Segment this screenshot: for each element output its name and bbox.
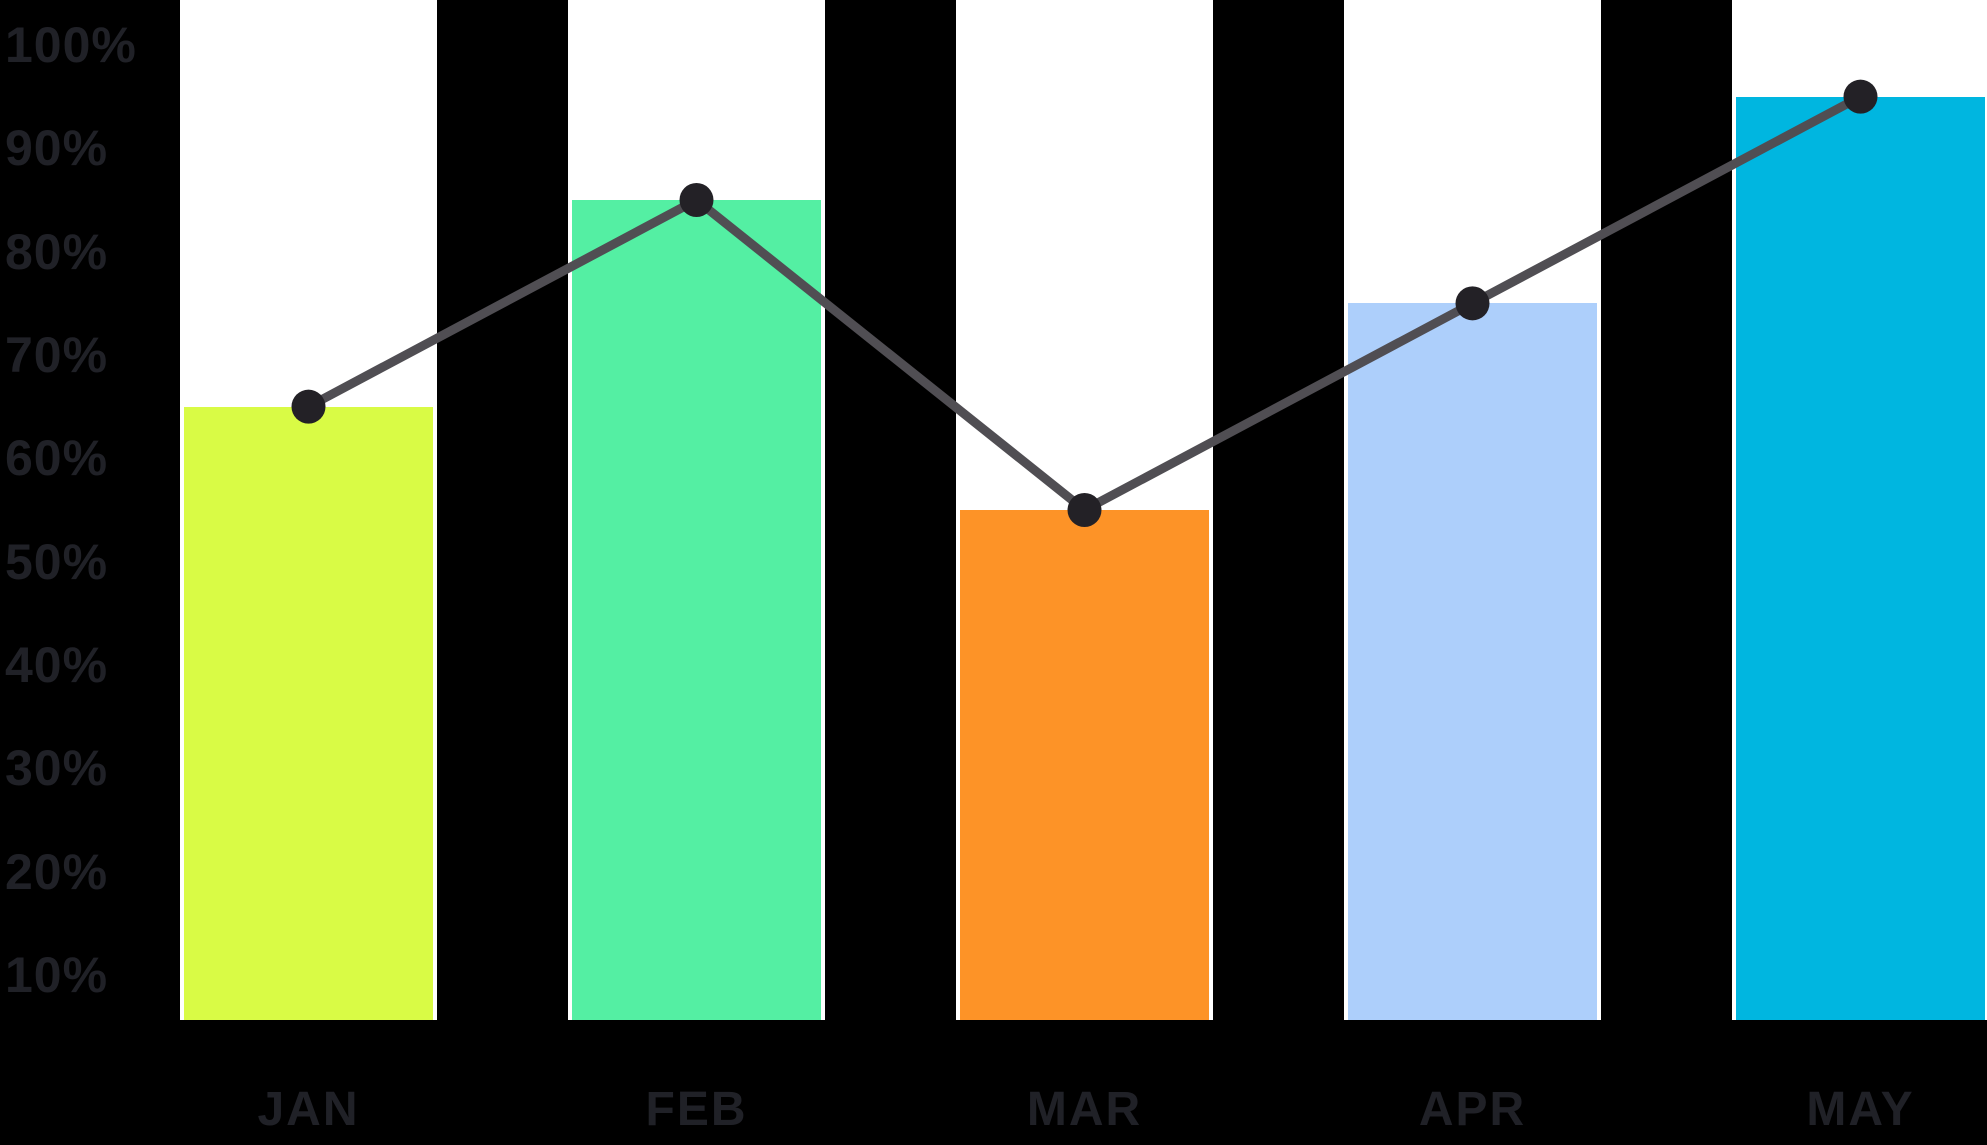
y-axis-tick-label: 100% xyxy=(5,17,137,73)
bar-apr xyxy=(1348,303,1597,1020)
x-axis-label-feb: FEB xyxy=(645,1083,748,1136)
y-axis-tick-label: 80% xyxy=(5,223,109,280)
y-axis-tick-label: 20% xyxy=(5,843,109,900)
x-axis-label-mar: MAR xyxy=(1026,1083,1143,1136)
bar-feb xyxy=(572,200,821,1020)
bar-jan xyxy=(184,406,433,1020)
y-axis-tick-label: 50% xyxy=(5,533,109,590)
y-axis-tick-label: 40% xyxy=(5,637,109,693)
bar-mar xyxy=(960,510,1209,1020)
y-axis-tick-label: 10% xyxy=(5,947,109,1003)
y-axis-tick-label: 70% xyxy=(5,327,109,383)
x-axis-label-jan: JAN xyxy=(257,1083,360,1136)
x-axis-label-may: MAY xyxy=(1806,1083,1915,1136)
y-axis-tick-label: 90% xyxy=(5,120,109,177)
bar-may xyxy=(1736,96,1985,1020)
y-axis-tick-label: 30% xyxy=(5,740,109,797)
y-axis-tick-label: 60% xyxy=(5,430,109,487)
x-axis-label-apr: APR xyxy=(1418,1083,1527,1136)
